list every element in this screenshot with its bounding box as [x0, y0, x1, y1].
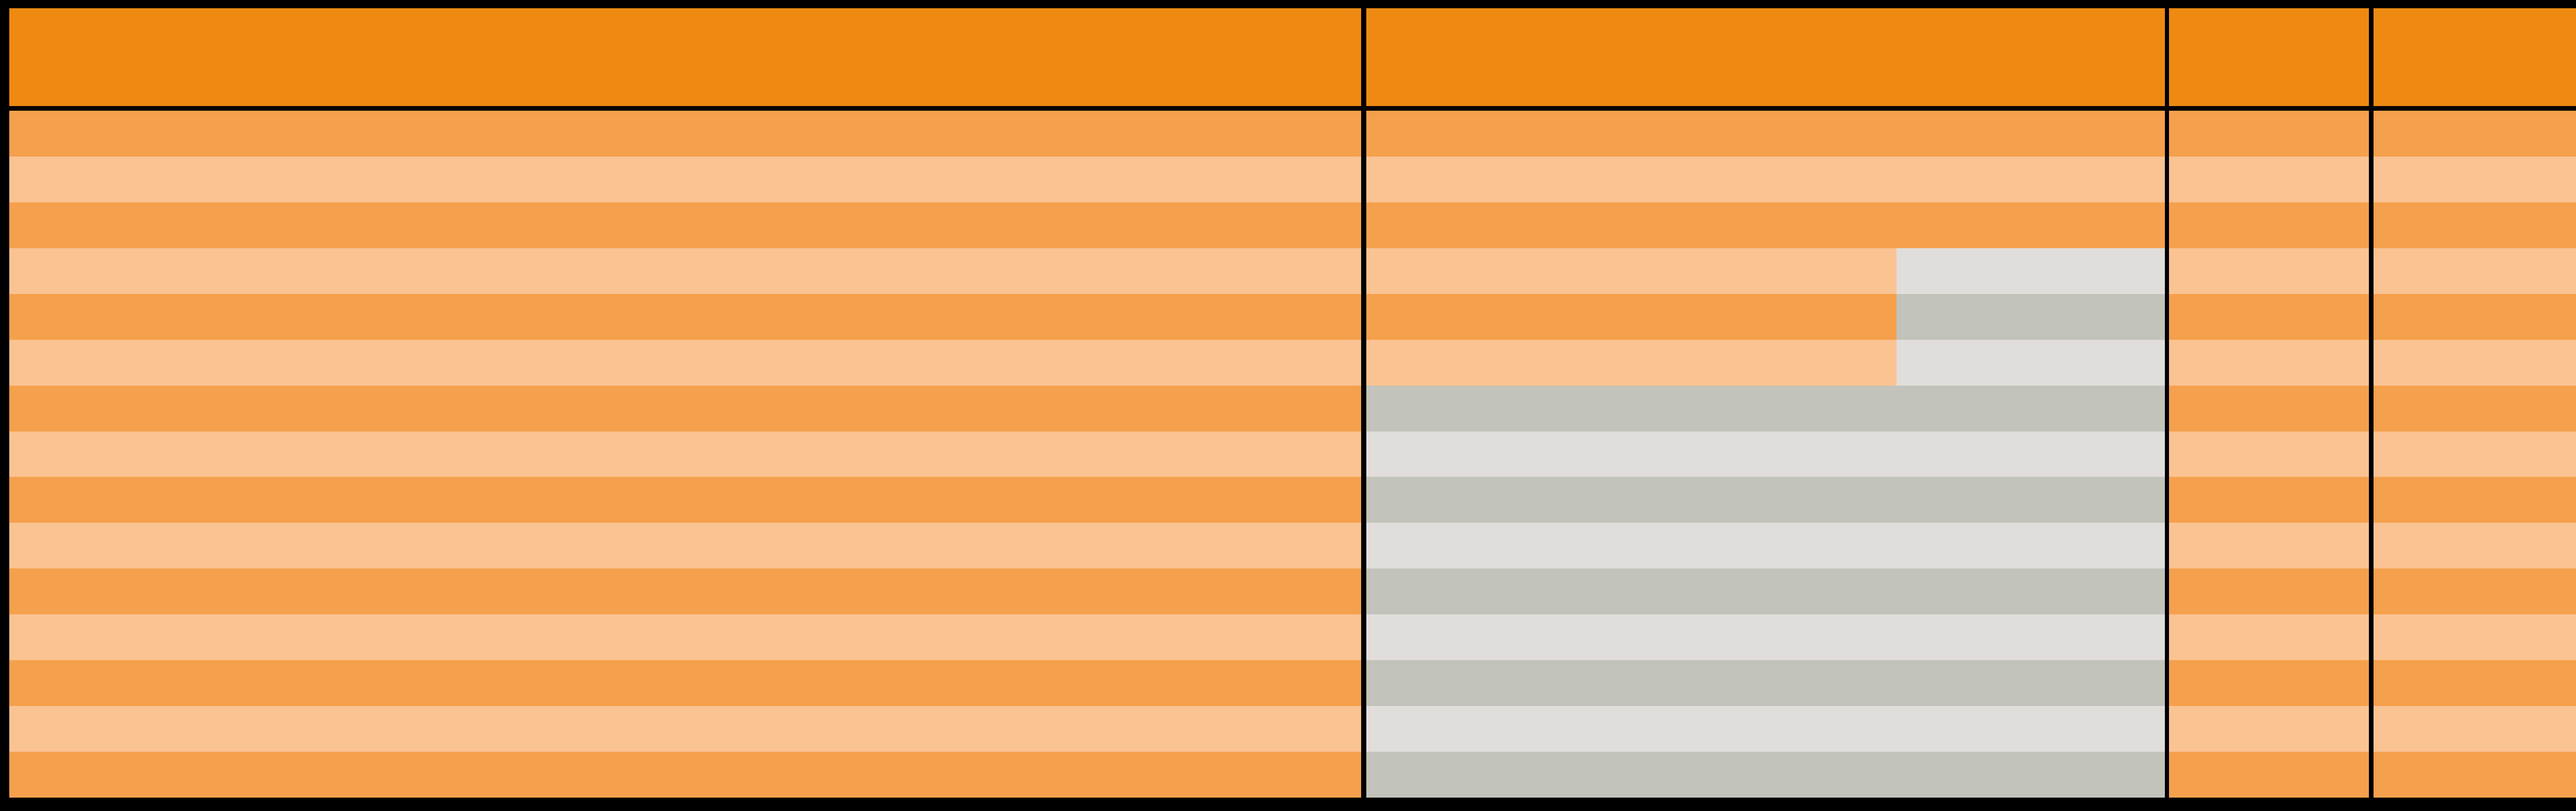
table-cell — [2169, 111, 2369, 157]
filled-bar — [2374, 706, 2576, 752]
filled-bar — [2374, 385, 2576, 432]
table-cell — [9, 706, 1361, 752]
filled-bar — [2374, 614, 2576, 661]
filled-bar — [2374, 477, 2576, 523]
table-cell — [2169, 660, 2369, 706]
table-cell — [2169, 614, 2369, 661]
filled-bar — [2374, 339, 2576, 386]
filled-bar — [2374, 523, 2576, 569]
filled-bar — [2374, 660, 2576, 706]
filled-bar — [2374, 156, 2576, 202]
header-cell-3 — [2169, 8, 2369, 106]
table-cell — [1366, 294, 2165, 340]
table-cell — [2374, 477, 2576, 523]
table-cell — [9, 111, 1361, 157]
table-cell — [2374, 614, 2576, 661]
header-cell-1 — [9, 8, 1361, 106]
filled-bar — [1366, 248, 1897, 294]
table-cell — [9, 156, 1361, 202]
table-cell — [1366, 660, 2165, 706]
table-cell — [2374, 706, 2576, 752]
table-cell — [9, 385, 1361, 432]
table-cell — [1366, 706, 2165, 752]
table-cell — [1366, 248, 2165, 294]
header-cell-4 — [2374, 8, 2576, 106]
table-cell — [2169, 385, 2369, 432]
table-cell — [9, 568, 1361, 615]
table-cell — [1366, 752, 2165, 798]
filled-bar — [2374, 431, 2576, 477]
table-cell — [2374, 660, 2576, 706]
table-cell — [2374, 568, 2576, 615]
filled-bar — [2374, 752, 2576, 798]
table-cell — [9, 477, 1361, 523]
table-cell — [1366, 568, 2165, 615]
table-cell — [2374, 431, 2576, 477]
table-cell — [2169, 431, 2369, 477]
table-cell — [9, 752, 1361, 798]
table-cell — [9, 248, 1361, 294]
table-cell — [9, 294, 1361, 340]
table-cell — [1366, 339, 2165, 386]
table-cell — [2374, 294, 2576, 340]
table-cell — [2374, 385, 2576, 432]
table-cell — [2374, 339, 2576, 386]
table-cell — [1366, 385, 2165, 432]
table-cell — [9, 431, 1361, 477]
table-cell — [2169, 339, 2369, 386]
table-cell — [9, 660, 1361, 706]
table-cell — [2169, 568, 2369, 615]
table-cell — [1366, 477, 2165, 523]
table-cell — [1366, 431, 2165, 477]
table-cell — [9, 523, 1361, 569]
table-cell — [2374, 752, 2576, 798]
table-cell — [2169, 523, 2369, 569]
table-cell — [2169, 752, 2369, 798]
filled-bar — [2374, 248, 2576, 294]
filled-bar — [2374, 294, 2576, 340]
table-cell — [9, 614, 1361, 661]
table-cell — [2374, 202, 2576, 248]
table-cell — [2169, 202, 2369, 248]
table-cell — [2169, 294, 2369, 340]
table-cell — [2169, 477, 2369, 523]
table-cell — [1366, 614, 2165, 661]
filled-bar — [2374, 568, 2576, 615]
table-cell — [9, 339, 1361, 386]
table-cell — [1366, 202, 2165, 248]
table-cell — [2374, 523, 2576, 569]
table-cell — [2169, 248, 2369, 294]
table-cell — [1366, 156, 2165, 202]
table-cell — [2374, 156, 2576, 202]
filled-bar — [1366, 294, 1897, 340]
filled-bar — [1366, 339, 1897, 386]
table-cell — [2169, 706, 2369, 752]
table-cell — [1366, 111, 2165, 157]
table-cell — [2169, 156, 2369, 202]
header-cell-2 — [1366, 8, 2165, 106]
table-cell — [2374, 248, 2576, 294]
table-cell — [9, 202, 1361, 248]
table-cell — [1366, 523, 2165, 569]
table-cell — [2374, 111, 2576, 157]
